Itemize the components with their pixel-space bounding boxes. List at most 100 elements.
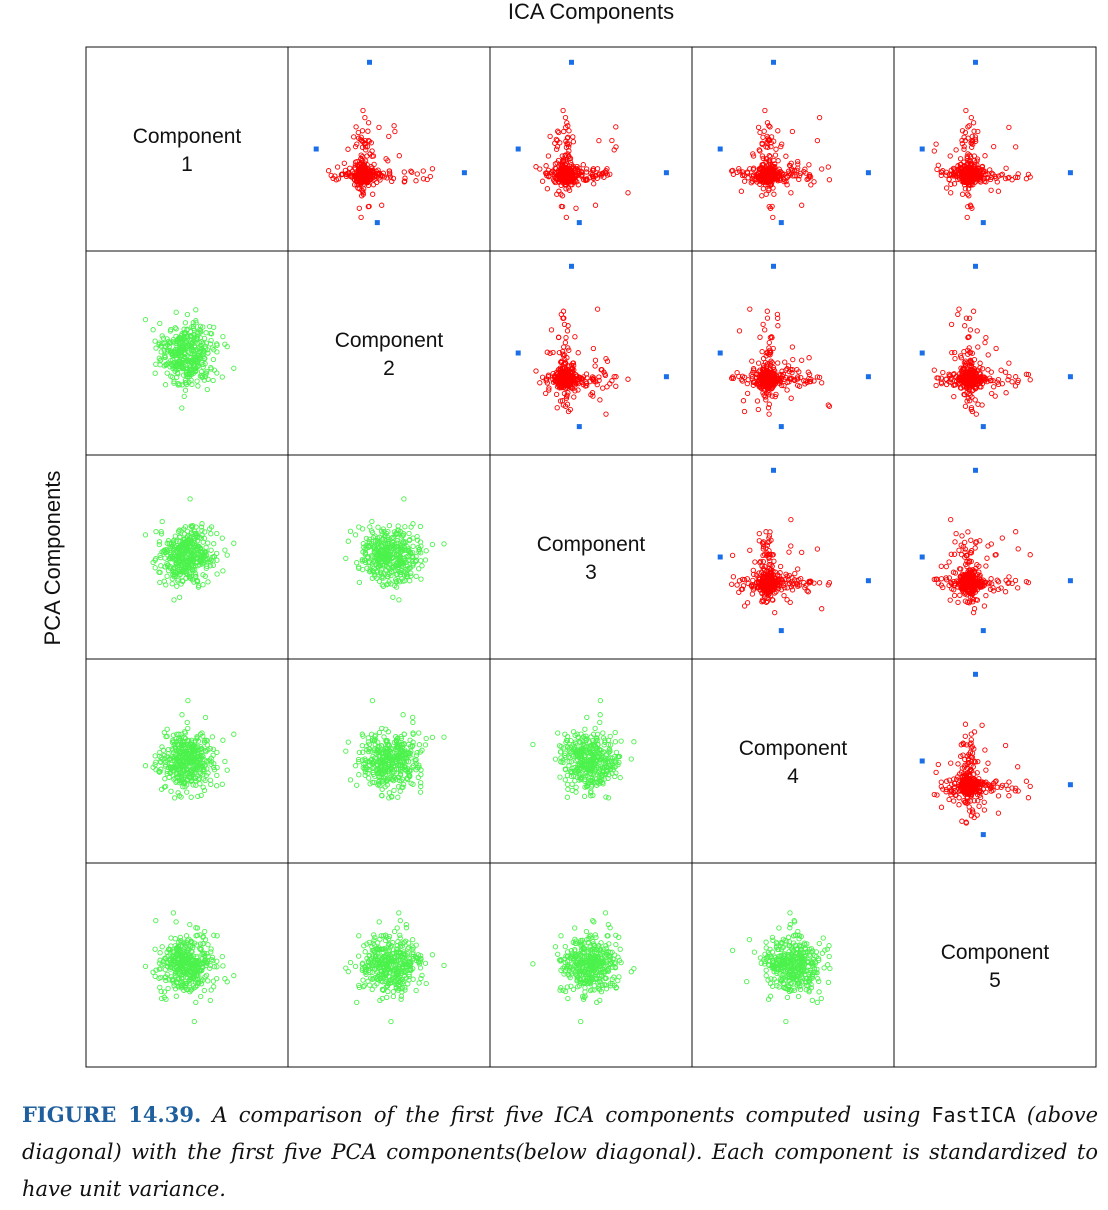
pca-point (369, 518, 375, 525)
ica-point (795, 566, 801, 572)
ica-point (547, 133, 553, 140)
ica-point (975, 128, 981, 135)
ica-point (553, 391, 560, 398)
ica-point (761, 128, 767, 134)
ica-point (787, 163, 793, 169)
ica-point (755, 360, 762, 366)
pca-point (423, 548, 429, 554)
ica-point (766, 411, 772, 417)
ica-point (991, 384, 997, 390)
ica-point (979, 163, 986, 170)
ica-point (811, 179, 817, 185)
ica-point (943, 381, 950, 388)
ica-point (386, 133, 392, 140)
ica-point (740, 171, 747, 177)
ica-point (533, 368, 539, 374)
ica-point (370, 191, 376, 197)
ica-point (560, 156, 567, 162)
ica-point (730, 171, 737, 177)
ica-points (729, 306, 833, 417)
ica-point (356, 173, 362, 179)
ica-point (998, 367, 1004, 373)
ica-point (420, 176, 427, 182)
ica-point (949, 349, 955, 356)
ica-point (993, 175, 999, 182)
pca-point (204, 386, 210, 393)
ica-point (970, 141, 976, 147)
pca-point (194, 378, 200, 384)
ica-point (784, 182, 790, 188)
ica-point (747, 306, 753, 312)
ica-point (366, 138, 372, 144)
pca-point (162, 382, 169, 388)
ica-point (561, 178, 568, 185)
ica-point (982, 339, 988, 346)
pca-point (402, 524, 408, 530)
ica-point (955, 311, 961, 318)
pca-point (142, 532, 149, 538)
ica-point (592, 357, 599, 363)
ica-point (967, 153, 974, 160)
ica-point (795, 161, 801, 167)
ica-point (543, 163, 549, 169)
ica-point (760, 321, 766, 328)
ica-point (938, 576, 945, 582)
pca-point (214, 370, 220, 376)
pca-point (231, 365, 237, 371)
ica-point (991, 143, 997, 150)
diagonal-label-line: Component (133, 125, 242, 148)
pca-point (152, 370, 158, 376)
highlighted-point (771, 59, 776, 65)
ica-point (413, 178, 419, 184)
diagonal-label-line: 1 (181, 153, 193, 176)
ica-point (571, 165, 577, 171)
ica-point (609, 137, 615, 144)
ica-point (537, 380, 543, 386)
ica-point (965, 124, 971, 130)
ica-point (972, 545, 978, 551)
ica-point (826, 403, 833, 409)
ica-point (360, 188, 366, 194)
panel-frame (85, 46, 289, 252)
ica-point (555, 128, 561, 134)
highlighted-point (1067, 170, 1073, 176)
ica-point (1027, 377, 1033, 383)
ica-point (760, 155, 766, 162)
ica-point (966, 315, 973, 321)
highlighted-point (515, 350, 521, 356)
pca-point (219, 781, 225, 787)
ica-point (1025, 171, 1032, 178)
ica-point (974, 158, 980, 164)
ica-point (362, 144, 369, 150)
ica-points (533, 107, 631, 221)
ica-point (995, 188, 1002, 194)
pca-point (174, 583, 180, 589)
pca-point (208, 547, 214, 553)
ica-point (1003, 390, 1009, 396)
panel-r2-c3 (489, 250, 693, 456)
ica-point (343, 171, 349, 177)
ica-point (545, 153, 552, 159)
highlighted-point (973, 263, 978, 269)
pca-point (352, 532, 359, 538)
ica-point (583, 166, 590, 172)
ica-point (771, 138, 777, 144)
ica-point (967, 158, 973, 165)
ica-point (755, 124, 762, 131)
ica-point (973, 138, 979, 144)
ica-point (562, 114, 569, 121)
pca-point (224, 552, 230, 558)
ica-point (952, 539, 958, 545)
pca-point (429, 541, 436, 548)
ica-point (763, 191, 769, 197)
ica-point (965, 529, 971, 535)
pca-point (220, 568, 226, 574)
ica-point (625, 376, 631, 382)
highlighted-point (1067, 374, 1073, 380)
ica-point (938, 563, 944, 569)
ica-point (951, 181, 958, 187)
ica-point (970, 137, 976, 144)
ica-point (965, 186, 972, 192)
ica-point (741, 603, 748, 609)
ica-point (334, 164, 341, 170)
